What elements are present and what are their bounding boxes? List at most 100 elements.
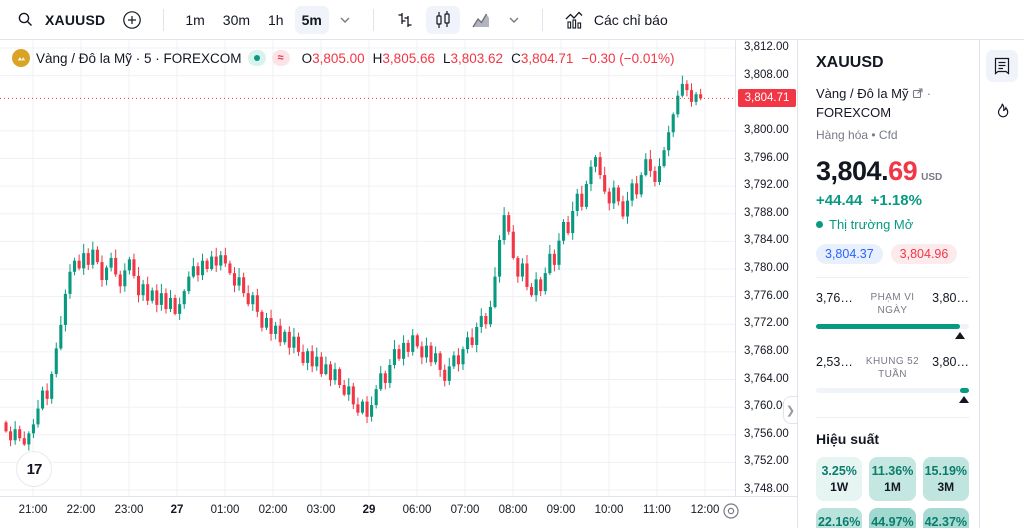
top-toolbar: XAUUSD 1m 30m 1h 5m Các chỉ báo (0, 0, 1024, 40)
time-tick-label: 08:00 (498, 504, 528, 516)
change-absolute: +44.44 (816, 192, 863, 209)
performance-tile-1W[interactable]: 3.25% 1W (816, 457, 863, 501)
compare-add-symbol-icon[interactable] (115, 6, 149, 34)
last-price: 3,804. 69 USD (816, 156, 969, 187)
sidebar-collapse-handle[interactable]: ❯ (783, 396, 797, 424)
hotlists-flame-icon[interactable] (986, 96, 1018, 128)
performance-grid: 3.25% 1W 11.36% 1M 15.19% 3M 22.16%6M 44.97%YTD… (816, 457, 969, 528)
price-currency: USD (921, 172, 943, 183)
time-axis[interactable]: 21:00 22:00 23:00 27 01:00 02:00 03:00 29 06:00 0… (0, 496, 797, 528)
current-price-label: 3,804.71 (738, 89, 796, 108)
divider (816, 277, 969, 278)
performance-value: 44.97% (871, 515, 914, 528)
price-tick-label: 3,784.00 (744, 234, 789, 247)
indicators-label: Các chỉ báo (593, 11, 668, 28)
time-tick-label: 09:00 (546, 504, 576, 516)
chart-style-menu-chevron-icon[interactable] (500, 6, 528, 34)
performance-tile-6M[interactable]: 22.16%6M (816, 508, 863, 528)
performance-period-label: 1W (830, 480, 849, 494)
symbol-search-button[interactable]: XAUUSD (45, 11, 106, 28)
indicators-button[interactable]: Các chỉ báo (557, 6, 675, 34)
performance-tile-1M[interactable]: 11.36% 1M (869, 457, 916, 501)
price-tick-label: 3,808.00 (744, 68, 789, 81)
price-change: +44.44 +1.18% (816, 192, 969, 209)
tradingview-logo[interactable]: 17 (16, 451, 52, 487)
ohlc-c: C3,804.71 (511, 50, 574, 66)
performance-value: 3.25% (821, 464, 857, 478)
chart-panel[interactable]: 3,804.71 3,812.00 3,808.00 3,800.00 3,796.0… (0, 40, 797, 528)
ohlc-values: O3,805.00 H3,805.66 L3,803.62 C3,804.71 −0.3… (302, 51, 675, 66)
go-to-realtime-icon[interactable] (722, 502, 740, 520)
symbol-logo-icon (12, 49, 30, 67)
price-tick-label: 3,748.00 (744, 483, 789, 495)
ask-price-pill[interactable]: 3,804.96 (890, 244, 958, 264)
search-icon[interactable] (10, 6, 41, 34)
week52-range-block: 2,53… KHUNG 52 TUẦN 3,80… (816, 355, 970, 403)
price-tick-label: 3,752.00 (744, 455, 789, 468)
time-tick-label: 10:00 (594, 504, 624, 516)
bars-style-icon[interactable] (388, 6, 422, 34)
time-tick-label: 22:00 (66, 504, 96, 516)
ohlc-h: H3,805.66 (372, 50, 435, 66)
price-tick-label: 3,796.00 (744, 151, 789, 164)
price-tick-label: 3,772.00 (744, 317, 789, 330)
price-tick-label: 3,768.00 (744, 344, 789, 357)
performance-value: 11.36% (871, 464, 914, 478)
exchange-name: FOREXCOM (816, 105, 892, 120)
time-tick-label: 27 (170, 504, 184, 516)
time-tick-label: 03:00 (306, 504, 336, 516)
price-tick-label: 3,812.00 (744, 41, 789, 53)
performance-tile-1Y[interactable]: 42.37%1Y (922, 508, 969, 528)
sidebar-icon-rail (979, 40, 1024, 528)
day-range-high: 3,80… (932, 291, 969, 305)
performance-value: 15.19% (924, 464, 968, 478)
area-style-icon[interactable] (464, 6, 498, 34)
timeframe-button-30m[interactable]: 30m (222, 11, 251, 28)
time-tick-label: 06:00 (402, 504, 432, 516)
price-tick-label: 3,776.00 (744, 289, 789, 302)
bid-price-pill[interactable]: 3,804.37 (816, 244, 883, 264)
price-fraction-part: 69 (888, 156, 918, 186)
time-tick-label: 12:00 (690, 504, 720, 516)
timeframe-menu-chevron-icon[interactable] (331, 6, 359, 34)
instrument-type: Hàng hóa • Cfd (816, 128, 898, 142)
week52-range-marker (959, 396, 970, 403)
timeframe-button-1m[interactable]: 1m (185, 11, 205, 28)
performance-value: 22.16% (817, 515, 861, 528)
time-tick-label: 02:00 (258, 504, 288, 516)
external-link-icon[interactable] (912, 88, 923, 99)
details-panel-icon[interactable] (986, 50, 1018, 82)
timeframe-button-1h[interactable]: 1h (268, 11, 284, 28)
divider (816, 417, 969, 418)
performance-tile-3M[interactable]: 15.19% 3M (922, 457, 969, 501)
day-range-bar (816, 324, 969, 339)
timeframe-group: 1m 30m 1h 5m (178, 5, 359, 34)
time-tick-label: 29 (362, 504, 376, 516)
ohlc-l: L3,803.62 (442, 50, 504, 66)
indicators-icon (564, 10, 584, 30)
timeframe-button-5m[interactable]: 5m (294, 5, 329, 34)
change-percent: +1.18% (870, 192, 922, 209)
price-tick-label: 3,760.00 (744, 400, 789, 413)
performance-period-label: 3M (937, 480, 955, 494)
details-sidebar: XAUUSD Vàng / Đô la Mỹ · FOREXCOM Hàng h… (797, 40, 1024, 528)
price-tick-label: 3,764.00 (744, 372, 789, 385)
approx-data-badge[interactable]: ≈ (271, 50, 290, 66)
chart-legend[interactable]: Vàng / Đô la Mỹ · 5 · FOREXCOM ≈ O3,805.… (12, 49, 674, 67)
performance-period-label: 1M (884, 480, 901, 494)
symbol-description[interactable]: Vàng / Đô la Mỹ (816, 86, 909, 101)
performance-title: Hiệu suất (816, 431, 880, 447)
candles-style-icon[interactable] (425, 5, 460, 34)
candlestick-chart[interactable] (0, 40, 735, 496)
toolbar-separator (541, 8, 543, 31)
performance-tile-YTD[interactable]: 44.97%YTD (869, 508, 916, 528)
time-tick-label: 07:00 (450, 504, 480, 516)
legend-symbol-title[interactable]: Vàng / Đô la Mỹ · 5 · FOREXCOM (36, 50, 242, 66)
price-tick-label: 3,780.00 (744, 262, 789, 274)
market-open-dot-badge[interactable] (247, 50, 266, 66)
toolbar-separator (163, 8, 165, 31)
price-axis[interactable]: 3,804.71 3,812.00 3,808.00 3,800.00 3,796.0… (735, 40, 797, 496)
sidebar-description: Vàng / Đô la Mỹ · FOREXCOM (816, 86, 932, 120)
day-range-marker (954, 332, 965, 339)
toolbar-separator (372, 8, 374, 31)
